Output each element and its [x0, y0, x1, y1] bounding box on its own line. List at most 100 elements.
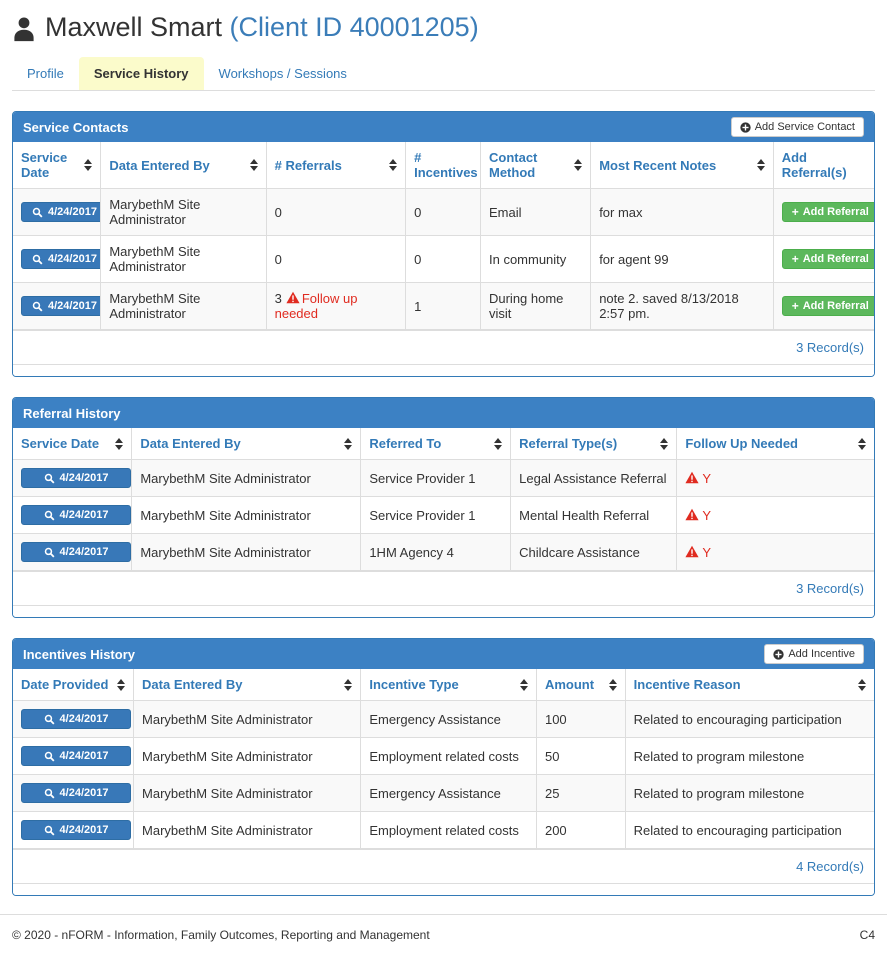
- user-icon: [14, 16, 34, 41]
- cell-notes: for agent 99: [590, 235, 774, 283]
- cell-notes: for max: [590, 188, 774, 236]
- sort-icon[interactable]: [389, 159, 398, 171]
- cell-referral-type: Childcare Assistance: [510, 533, 678, 571]
- column-header-data-entered-by[interactable]: Data Entered By: [133, 669, 362, 701]
- tab-profile[interactable]: Profile: [27, 66, 64, 81]
- tab-workshops-sessions[interactable]: Workshops / Sessions: [218, 66, 347, 81]
- follow-up-flag: Y: [702, 507, 711, 523]
- magnifier-icon: [44, 714, 54, 724]
- cell-follow-up: Y: [676, 459, 874, 497]
- sort-icon[interactable]: [756, 159, 765, 171]
- view-referral-button[interactable]: 4/24/2017: [21, 468, 131, 488]
- column-header-incentives[interactable]: # Incentives: [405, 142, 481, 189]
- column-header-contact-method[interactable]: Contact Method: [479, 142, 592, 189]
- table-row: 4/24/2017 MarybethM Site Administrator 3…: [13, 282, 874, 330]
- cell-incentive-type: Employment related costs: [360, 737, 537, 775]
- cell-referrals: 0: [265, 188, 407, 236]
- cell-contact-method: In community: [479, 235, 592, 283]
- column-header-service-date[interactable]: Service Date: [13, 428, 133, 460]
- cell-referred-to: Service Provider 1: [360, 496, 512, 534]
- tab-service-history[interactable]: Service History: [78, 57, 204, 90]
- sort-icon[interactable]: [574, 159, 583, 171]
- column-header-service-date[interactable]: Service Date: [13, 142, 102, 189]
- sort-icon[interactable]: [115, 437, 124, 450]
- sort-icon[interactable]: [117, 678, 126, 691]
- follow-up-flag: Y: [702, 544, 711, 560]
- sort-icon[interactable]: [858, 678, 866, 691]
- column-header-referred-to[interactable]: Referred To: [360, 428, 512, 460]
- cell-referral-type: Mental Health Referral: [510, 496, 678, 534]
- table-row: 4/24/2017 MarybethM Site Administrator 1…: [13, 533, 874, 571]
- column-header-referral-types[interactable]: Referral Type(s): [510, 428, 678, 460]
- view-service-contact-button[interactable]: 4/24/2017: [21, 202, 100, 222]
- view-referral-button[interactable]: 4/24/2017: [21, 542, 131, 562]
- cell-data-entered-by: MarybethM Site Administrator: [131, 459, 362, 497]
- cell-incentives: 1: [405, 282, 481, 330]
- add-service-contact-button[interactable]: Add Service Contact: [730, 117, 864, 137]
- sort-icon[interactable]: [344, 437, 353, 450]
- column-header-most-recent-notes[interactable]: Most Recent Notes: [590, 142, 774, 189]
- sort-icon[interactable]: [249, 159, 258, 171]
- cell-incentive-type: Emergency Assistance: [360, 700, 537, 738]
- table-row: 4/24/2017 MarybethM Site Administrator 0…: [13, 235, 874, 283]
- column-header-incentive-reason[interactable]: Incentive Reason: [624, 669, 874, 701]
- referral-history-panel: Referral History Service Date Data Enter…: [12, 397, 875, 618]
- page-header: Maxwell Smart (Client ID 40001205): [0, 0, 887, 47]
- magnifier-icon: [32, 254, 43, 264]
- view-service-contact-button[interactable]: 4/24/2017: [21, 249, 100, 269]
- cell-contact-method: Email: [479, 188, 592, 236]
- incentives-history-title: Incentives History: [23, 646, 135, 662]
- sort-icon[interactable]: [858, 437, 866, 450]
- view-incentive-button[interactable]: 4/24/2017: [21, 709, 131, 729]
- column-header-incentive-type[interactable]: Incentive Type: [360, 669, 537, 701]
- add-incentive-button[interactable]: Add Incentive: [764, 644, 864, 664]
- add-referral-button[interactable]: + Add Referral: [781, 296, 874, 316]
- sort-icon[interactable]: [608, 678, 617, 691]
- add-referral-button[interactable]: + Add Referral: [781, 202, 874, 222]
- cell-amount: 100: [535, 700, 626, 738]
- sort-icon[interactable]: [660, 437, 669, 450]
- cell-data-entered-by: MarybethM Site Administrator: [133, 700, 362, 738]
- cell-incentive-type: Emergency Assistance: [360, 774, 537, 812]
- cell-data-entered-by: MarybethM Site Administrator: [100, 282, 267, 330]
- cell-follow-up: Y: [676, 496, 874, 534]
- sort-icon[interactable]: [84, 159, 93, 171]
- incentives-history-panel: Incentives History Add Incentive Date Pr…: [12, 638, 875, 896]
- view-incentive-button[interactable]: 4/24/2017: [21, 746, 131, 766]
- plus-circle-icon: [773, 648, 784, 660]
- table-header-row: Date Provided Data Entered By Incentive …: [13, 669, 874, 701]
- column-header-referrals[interactable]: # Referrals: [265, 142, 407, 189]
- referral-history-heading: Referral History: [13, 398, 874, 428]
- table-row: 4/24/2017 MarybethM Site Administrator S…: [13, 496, 874, 534]
- view-service-contact-button[interactable]: 4/24/2017: [21, 296, 100, 316]
- column-header-data-entered-by[interactable]: Data Entered By: [131, 428, 362, 460]
- service-contacts-table: Service Date Data Entered By # Referrals…: [13, 142, 874, 330]
- client-name: Maxwell Smart: [45, 12, 223, 42]
- view-incentive-button[interactable]: 4/24/2017: [21, 783, 131, 803]
- page-footer: © 2020 - nFORM - Information, Family Out…: [0, 914, 887, 962]
- column-header-data-entered-by[interactable]: Data Entered By: [100, 142, 267, 189]
- plus-icon: +: [791, 252, 799, 266]
- cell-incentive-type: Employment related costs: [360, 811, 537, 849]
- cell-referral-type: Legal Assistance Referral: [510, 459, 678, 497]
- cell-contact-method: During home visit: [479, 282, 592, 330]
- cell-data-entered-by: MarybethM Site Administrator: [131, 533, 362, 571]
- magnifier-icon: [44, 788, 54, 798]
- column-header-date-provided[interactable]: Date Provided: [13, 669, 135, 701]
- panel-padding: [13, 884, 874, 895]
- service-contacts-heading: Service Contacts Add Service Contact: [13, 112, 874, 142]
- view-referral-button[interactable]: 4/24/2017: [21, 505, 131, 525]
- magnifier-icon: [44, 473, 54, 483]
- add-referral-button[interactable]: + Add Referral: [781, 249, 874, 269]
- panel-padding: [13, 606, 874, 617]
- cell-referred-to: Service Provider 1: [360, 459, 512, 497]
- table-row: 4/24/2017 MarybethM Site Administrator E…: [13, 737, 874, 775]
- column-header-amount[interactable]: Amount: [535, 669, 626, 701]
- sort-icon[interactable]: [494, 437, 503, 450]
- column-header-follow-up-needed[interactable]: Follow Up Needed: [676, 428, 874, 460]
- sort-icon[interactable]: [519, 678, 528, 691]
- view-incentive-button[interactable]: 4/24/2017: [21, 820, 131, 840]
- cell-data-entered-by: MarybethM Site Administrator: [133, 737, 362, 775]
- column-header-add-referrals: Add Referral(s): [772, 142, 874, 189]
- sort-icon[interactable]: [344, 678, 353, 691]
